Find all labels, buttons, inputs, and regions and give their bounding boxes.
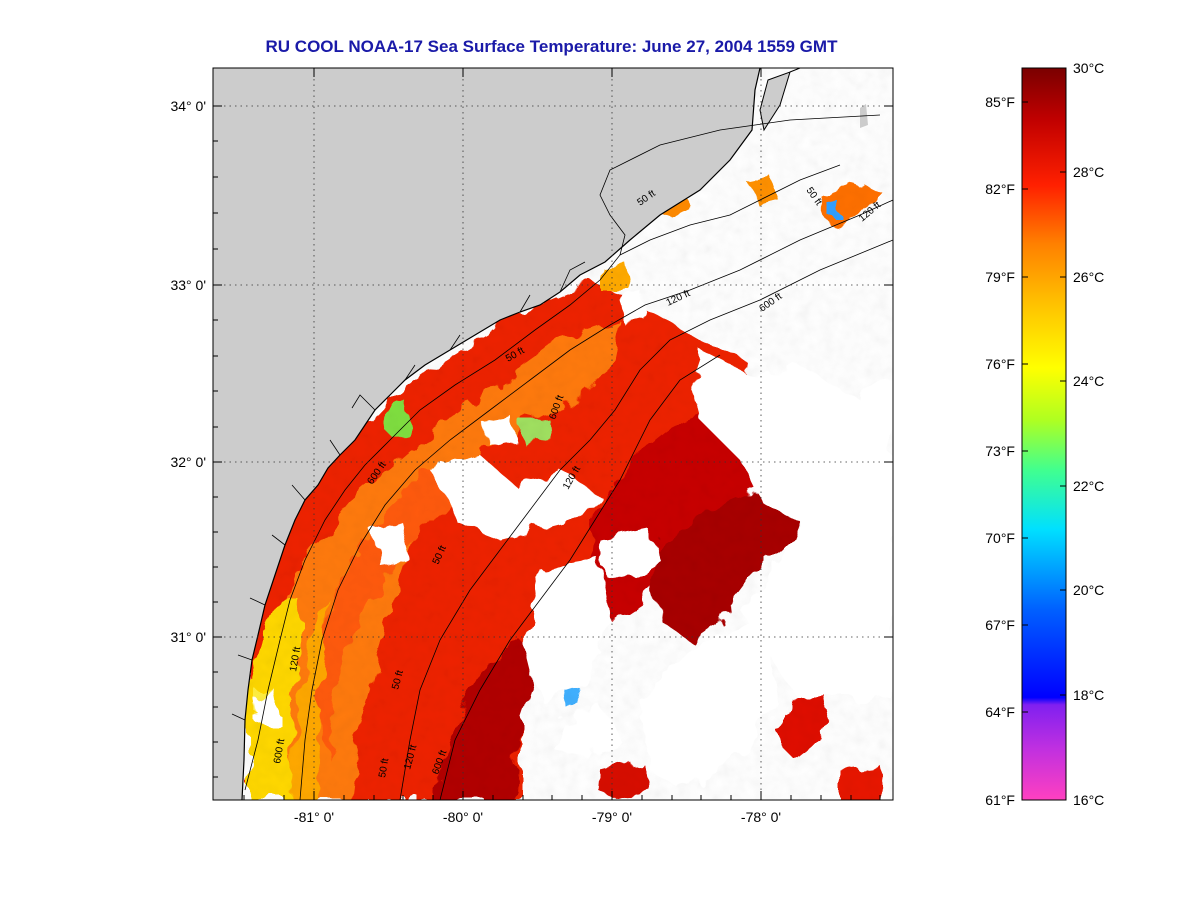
contour-label-group: 50 ft 120 ft 600 ft 50 ft 120 ft 600 ft … — [272, 185, 883, 778]
fahrenheit-label: 67°F — [985, 617, 1015, 633]
map-panel: 50 ft 120 ft 600 ft 50 ft 120 ft 600 ft … — [213, 68, 893, 800]
celsius-label: 30°C — [1073, 60, 1104, 76]
contour-label: 50 ft — [390, 669, 406, 691]
celsius-label: 22°C — [1073, 478, 1104, 494]
contour-label: 120 ft — [288, 646, 303, 673]
cloud-holes — [255, 290, 893, 790]
colorbar-frame — [1021, 67, 1067, 801]
fahrenheit-label: 76°F — [985, 356, 1015, 372]
lat-label: 33° 0' — [170, 277, 206, 293]
chart-title: RU COOL NOAA-17 Sea Surface Temperature:… — [265, 37, 838, 56]
fahrenheit-label: 79°F — [985, 269, 1015, 285]
celsius-label: 16°C — [1073, 792, 1104, 808]
fahrenheit-label: 70°F — [985, 530, 1015, 546]
lon-label: -81° 0' — [294, 809, 334, 825]
land-mass — [213, 68, 760, 800]
contour-label: 600 ft — [272, 738, 287, 765]
contour-label: 50 ft — [377, 757, 391, 778]
map-frame — [212, 67, 894, 801]
celsius-label: 18°C — [1073, 687, 1104, 703]
celsius-label: 26°C — [1073, 269, 1104, 285]
lat-label: 32° 0' — [170, 454, 206, 470]
graticule — [213, 68, 893, 800]
bathymetry-contours — [244, 114, 893, 800]
fahrenheit-label: 61°F — [985, 792, 1015, 808]
fahrenheit-label: 85°F — [985, 94, 1015, 110]
celsius-label: 24°C — [1073, 373, 1104, 389]
lon-label: -79° 0' — [592, 809, 632, 825]
lon-label: -78° 0' — [741, 809, 781, 825]
map-ticks — [213, 68, 893, 800]
celsius-label: 20°C — [1073, 582, 1104, 598]
fahrenheit-label: 73°F — [985, 443, 1015, 459]
celsius-label: 28°C — [1073, 164, 1104, 180]
coastline — [241, 68, 761, 800]
lat-label: 34° 0' — [170, 98, 206, 114]
colorbar — [1022, 68, 1066, 800]
fahrenheit-label: 64°F — [985, 704, 1015, 720]
lon-label: -80° 0' — [443, 809, 483, 825]
colorbar-ticks — [1022, 67, 1066, 801]
fahrenheit-label: 82°F — [985, 181, 1015, 197]
cape-land — [760, 72, 790, 130]
lat-label: 31° 0' — [170, 629, 206, 645]
